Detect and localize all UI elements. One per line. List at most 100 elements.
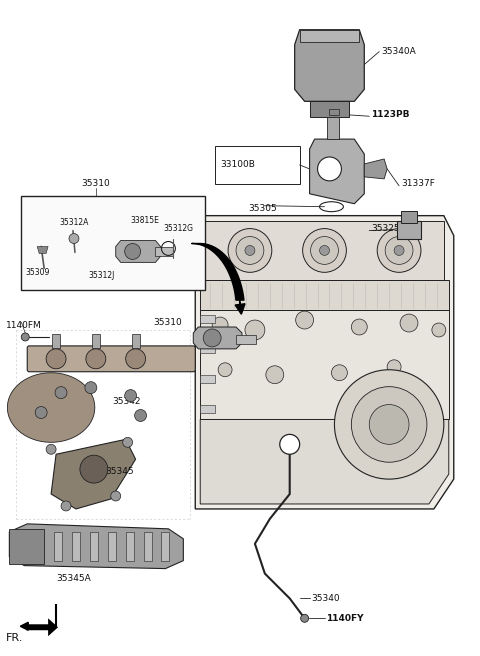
Polygon shape	[116, 241, 160, 262]
Circle shape	[385, 237, 413, 264]
Bar	[329, 110, 339, 115]
Circle shape	[86, 349, 106, 369]
Text: 35340: 35340	[312, 594, 340, 603]
Circle shape	[203, 329, 221, 347]
Circle shape	[302, 228, 347, 272]
Bar	[54, 532, 62, 561]
Circle shape	[46, 349, 66, 369]
Circle shape	[400, 314, 418, 332]
Circle shape	[335, 370, 444, 479]
Circle shape	[330, 117, 338, 125]
Circle shape	[125, 390, 137, 401]
Circle shape	[111, 491, 120, 501]
Circle shape	[394, 245, 404, 255]
Circle shape	[377, 228, 421, 272]
Circle shape	[61, 501, 71, 511]
Polygon shape	[193, 327, 242, 349]
Circle shape	[300, 614, 309, 623]
Bar	[161, 532, 169, 561]
Bar	[21, 195, 205, 290]
Circle shape	[387, 359, 401, 374]
Circle shape	[55, 386, 67, 399]
Text: 1140FY: 1140FY	[326, 614, 364, 623]
Circle shape	[69, 234, 79, 243]
Polygon shape	[310, 139, 364, 204]
Circle shape	[245, 320, 265, 340]
Circle shape	[35, 407, 47, 419]
Polygon shape	[295, 30, 364, 101]
Circle shape	[218, 363, 232, 377]
Circle shape	[21, 333, 29, 341]
Bar	[200, 405, 215, 413]
Bar	[200, 310, 449, 419]
Text: 35310: 35310	[82, 179, 110, 188]
Text: 35304: 35304	[36, 375, 65, 384]
Polygon shape	[26, 619, 58, 636]
Circle shape	[311, 237, 338, 264]
Bar	[200, 315, 215, 323]
Text: A: A	[326, 165, 333, 173]
Circle shape	[369, 405, 409, 444]
Text: 35305: 35305	[248, 204, 276, 213]
Polygon shape	[37, 247, 48, 253]
Text: 35340A: 35340A	[381, 47, 416, 56]
Circle shape	[245, 245, 255, 255]
Text: 35309: 35309	[25, 268, 49, 277]
Text: 1123PB: 1123PB	[371, 110, 410, 119]
Bar	[200, 375, 215, 382]
Text: A: A	[287, 440, 293, 449]
Bar	[156, 247, 173, 256]
Bar	[327, 117, 339, 139]
Circle shape	[332, 365, 348, 380]
Polygon shape	[9, 524, 183, 569]
Circle shape	[123, 438, 132, 447]
Text: 35342: 35342	[113, 397, 141, 406]
Circle shape	[351, 319, 367, 335]
Bar	[401, 211, 417, 222]
Circle shape	[236, 237, 264, 264]
Bar	[52, 334, 60, 348]
Bar	[72, 532, 80, 561]
Bar	[144, 532, 152, 561]
Bar	[132, 334, 140, 348]
Circle shape	[212, 317, 228, 333]
Circle shape	[320, 245, 329, 255]
Polygon shape	[364, 159, 387, 179]
Bar	[126, 532, 133, 561]
FancyArrow shape	[235, 300, 245, 314]
Bar	[215, 146, 300, 184]
Text: 35345: 35345	[106, 466, 134, 476]
FancyBboxPatch shape	[27, 346, 195, 372]
Bar	[90, 532, 98, 561]
Text: 35312A: 35312A	[59, 218, 88, 227]
Bar	[397, 220, 421, 239]
Polygon shape	[51, 440, 136, 509]
Text: 33100B: 33100B	[220, 161, 255, 169]
Polygon shape	[200, 419, 449, 504]
Text: 1140FM: 1140FM	[6, 321, 42, 329]
Bar	[200, 345, 215, 353]
Circle shape	[125, 243, 141, 259]
Circle shape	[266, 366, 284, 384]
Circle shape	[296, 311, 313, 329]
Polygon shape	[205, 220, 444, 280]
Bar	[300, 30, 360, 42]
Circle shape	[432, 323, 446, 337]
Text: 35312G: 35312G	[164, 224, 193, 233]
FancyArrow shape	[20, 623, 56, 630]
Circle shape	[46, 444, 56, 454]
Text: 35345A: 35345A	[56, 574, 91, 583]
Polygon shape	[7, 373, 95, 442]
Circle shape	[80, 455, 108, 483]
Text: 31337F: 31337F	[401, 179, 435, 188]
Bar	[92, 334, 100, 348]
Text: 35325D: 35325D	[371, 224, 407, 233]
Circle shape	[134, 409, 146, 421]
Text: 35312J: 35312J	[89, 271, 115, 280]
Circle shape	[318, 157, 341, 181]
Bar	[108, 532, 116, 561]
Text: 33815E: 33815E	[131, 216, 159, 225]
Polygon shape	[310, 101, 349, 117]
Circle shape	[85, 382, 97, 394]
Text: FR.: FR.	[6, 633, 24, 643]
